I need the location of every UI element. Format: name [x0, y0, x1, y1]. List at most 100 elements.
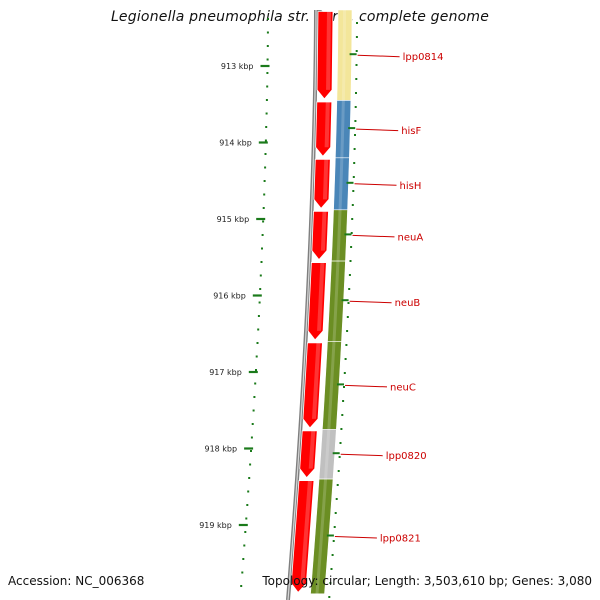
scale-dot	[262, 220, 265, 223]
scale-dot	[264, 153, 267, 155]
cog-scale-dot	[350, 246, 353, 248]
gene-leader-line	[356, 128, 399, 132]
scale-dot	[263, 193, 266, 196]
cog-highlight	[332, 261, 340, 342]
cog-scale-dot	[343, 386, 345, 388]
cog-scale-dot	[333, 526, 336, 528]
scale-dot	[264, 166, 267, 169]
gene-leader-line	[352, 234, 395, 238]
cog-scale-dot	[332, 540, 335, 542]
scale-dot	[251, 423, 254, 425]
gene-leader-line	[344, 384, 388, 388]
gene-leader-line	[349, 300, 392, 304]
cog-scale-dot	[354, 120, 357, 122]
gene-label-hisF: hisF	[401, 126, 421, 137]
cog-scale-dot	[352, 190, 355, 192]
scale-dot	[245, 517, 248, 520]
gene-leader-line	[357, 54, 400, 58]
gene-arrow-shade	[308, 430, 316, 469]
cog-scale-dot	[355, 78, 358, 80]
cog-highlight	[336, 209, 342, 262]
cog-scale-dot	[336, 484, 339, 486]
scale-dot	[255, 355, 258, 358]
scale-ticks: 913 kbp 914 kbp 915 kbp 916 kbp 917 kbp 918 k…	[199, 62, 270, 530]
gene-label-lpp0814: lpp0814	[403, 52, 444, 63]
cog-scale-dot	[355, 92, 357, 94]
gene-leader-line	[354, 183, 397, 186]
cog-scale-dot	[355, 50, 358, 52]
gene-label-lpp0821: lpp0821	[380, 534, 421, 545]
cog-scale-dot	[355, 36, 358, 38]
cog-scale-dot	[346, 316, 349, 318]
gene-label-neuC: neuC	[390, 382, 416, 393]
scale-dot	[252, 409, 255, 412]
cog-scale-dot	[351, 204, 354, 206]
cog-scale-dot	[328, 596, 331, 598]
topology-label: Topology: circular; Length: 3,503,610 bp…	[262, 574, 592, 588]
gene-labels: lpp0814 hisF hisH neuA neuB neuC lpp0820 lpp082…	[326, 52, 444, 545]
cog-scale-dot	[351, 218, 354, 220]
cog-scale-dot	[347, 302, 350, 304]
scale-dot	[266, 45, 269, 47]
cog-scale-dot	[343, 372, 346, 374]
cog-scale-dot	[334, 512, 337, 514]
scale-dot	[266, 31, 269, 34]
scale-dot	[246, 504, 249, 506]
scale-dot	[263, 180, 266, 182]
gene-arrow-shade	[322, 159, 329, 200]
gene-leader-line	[334, 536, 377, 539]
cog-scale-dot	[356, 22, 358, 24]
kbp-label: 914 kbp	[219, 139, 252, 148]
cog-scale-dot	[340, 428, 343, 430]
scale-dot	[247, 490, 250, 493]
cog-scale-dot	[352, 176, 355, 178]
scale-dot	[257, 328, 260, 331]
cog-scale-dot	[331, 554, 334, 556]
gene-arrow-hisH	[313, 158, 331, 209]
scale-dot	[242, 558, 245, 560]
cog-track	[310, 9, 353, 595]
gene-arrow-shade	[320, 211, 327, 251]
scale-dot	[257, 315, 260, 317]
scale-dot	[254, 382, 257, 385]
forward-gene-track	[290, 11, 334, 593]
scale-dot	[250, 450, 252, 452]
cog-scale-dot	[348, 288, 351, 290]
scale-dot	[265, 126, 268, 128]
kbp-label: 917 kbp	[209, 368, 242, 377]
scale-dot	[256, 342, 259, 344]
scale-dot	[266, 72, 269, 74]
gene-label-neuB: neuB	[395, 298, 421, 309]
scale-dot	[266, 58, 269, 61]
gene-arrow-shade	[326, 11, 331, 90]
scale-dot	[240, 585, 243, 587]
scale-dot	[259, 288, 262, 290]
gene-leader-line	[340, 453, 383, 457]
gene-arrow-neuB	[307, 262, 327, 341]
scale-dot	[264, 139, 267, 142]
cog-highlight	[341, 10, 346, 101]
cog-scale-dot	[353, 162, 356, 164]
gene-arrow-shade	[300, 480, 312, 584]
cog-scale-dot	[350, 232, 353, 234]
cog-scale-dot	[353, 148, 356, 150]
scale-dot	[265, 99, 268, 101]
gene-arrow-hisF	[315, 101, 333, 157]
scale-dot	[250, 436, 253, 439]
cog-scale-dot	[344, 358, 347, 360]
scale-dot	[262, 207, 265, 209]
cog-highlight	[327, 341, 336, 430]
backbone-highlight	[287, 9, 317, 600]
scale-dot	[255, 369, 257, 371]
scale-dot	[266, 85, 269, 88]
map-title: Legionella pneumophila str. Paris, compl…	[110, 9, 490, 25]
gene-arrow-shade	[311, 342, 321, 419]
cog-highlight	[324, 429, 331, 480]
cog-highlight	[338, 157, 344, 210]
scale-dot	[258, 301, 261, 304]
gene-label-hisH: hisH	[400, 181, 422, 192]
gene-label-neuA: neuA	[398, 232, 424, 243]
gene-label-lpp0820: lpp0820	[386, 451, 427, 462]
cog-highlight	[315, 479, 328, 594]
